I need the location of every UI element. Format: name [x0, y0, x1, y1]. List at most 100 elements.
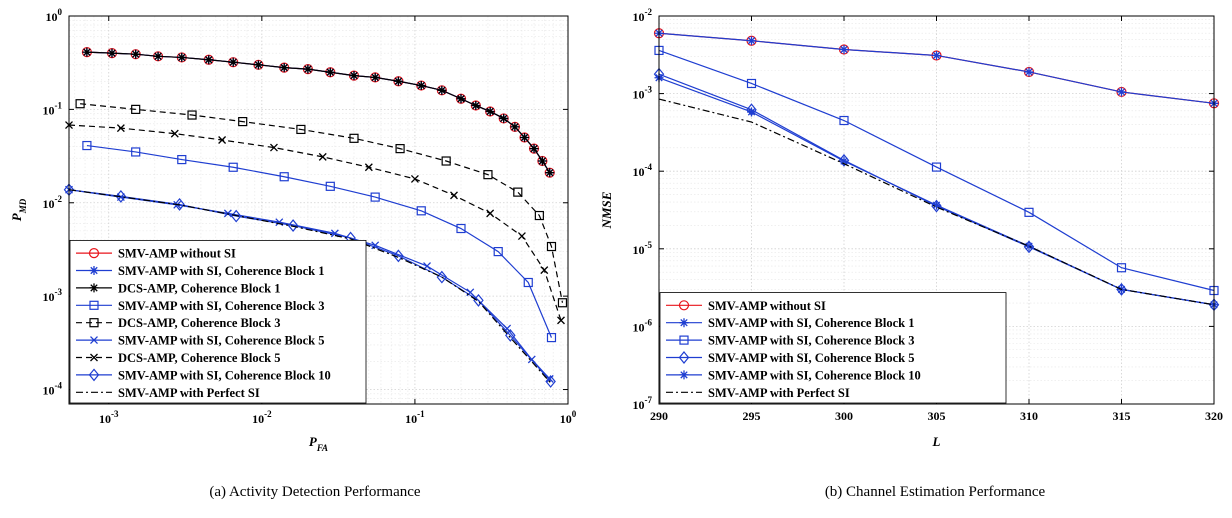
data-point-s7-4: [287, 219, 299, 233]
tick-label-base: 10: [405, 412, 417, 426]
legend-marker-0: [678, 300, 690, 311]
data-point-s2-5: [204, 55, 214, 65]
legend-label: SMV-AMP without SI: [118, 247, 236, 261]
legend-marker-4: [89, 318, 99, 328]
axis-label-main: P: [309, 434, 318, 449]
data-point-s3-2: [177, 154, 187, 165]
tick-label-exponent: -7: [645, 395, 653, 405]
data-point-s7-3: [230, 209, 242, 223]
data-point-s5-11: [545, 374, 554, 383]
legend-label: SMV-AMP with SI, Coherence Block 1: [708, 316, 914, 330]
tick-label-exponent: -2: [645, 7, 653, 17]
tick-label-base: 10: [560, 412, 572, 426]
data-point-s4-4: [1024, 241, 1034, 251]
x-tick-label: 10-2: [252, 409, 272, 426]
legend-marker-1: [679, 318, 689, 328]
axis-label-subscript: FA: [316, 443, 328, 453]
data-point-s2-0: [82, 47, 92, 57]
legend-label: SMV-AMP with SI, Coherence Block 10: [708, 368, 921, 382]
data-point-s4-1: [747, 107, 756, 117]
data-point-s2-18: [485, 106, 495, 116]
legend-marker-1: [89, 266, 99, 275]
legend-label: SMV-AMP with Perfect SI: [708, 386, 850, 400]
data-point-s6-4: [269, 143, 278, 152]
axis-label-main: P: [9, 212, 24, 221]
data-point-s2-4: [1024, 207, 1034, 217]
axis-label-main: NMSE: [599, 191, 614, 229]
x-tick-label: 295: [743, 409, 761, 423]
data-point-s6-10: [517, 232, 526, 241]
x-tick-label: 10-1: [405, 409, 425, 426]
series-group: [63, 47, 568, 388]
tick-label-exponent: 0: [58, 7, 63, 17]
tick-label-base: 10: [46, 10, 58, 24]
tick-label-exponent: -4: [645, 162, 653, 172]
data-point-s3-5: [325, 181, 335, 191]
data-point-s7-2: [174, 197, 185, 211]
data-point-s3-0: [82, 140, 92, 151]
legend-label: SMV-AMP with SI, Coherence Block 5: [708, 351, 914, 365]
series-line-3: [86, 144, 553, 338]
data-point-s6-2: [170, 129, 179, 138]
data-point-s3-3: [228, 162, 238, 172]
data-point-s2-17: [471, 101, 481, 111]
tick-label-exponent: -3: [645, 85, 653, 95]
legend-box: [659, 292, 1007, 404]
legend-label: SMV-AMP with SI, Coherence Block 1: [118, 264, 324, 278]
data-point-s7-8: [473, 293, 484, 307]
data-point-s4-7: [441, 156, 451, 166]
data-point-s6-12: [557, 316, 565, 325]
data-point-s4-1: [131, 104, 141, 114]
legend-label: SMV-AMP with SI, Coherence Block 10: [118, 368, 331, 382]
legend-marker-4: [679, 370, 689, 380]
data-point-s4-6: [395, 144, 405, 154]
figure-caption: (a) Activity Detection Performance: [209, 484, 421, 500]
tick-label-base: 10: [633, 165, 645, 179]
data-point-s2-5: [1116, 263, 1127, 273]
tick-label-exponent: -3: [55, 287, 63, 297]
legend-marker-3: [89, 300, 99, 310]
y-tick-label: 10-3: [633, 85, 653, 102]
legend-label: DCS-AMP, Coherence Block 3: [118, 316, 281, 330]
data-point-s1-5: [1117, 87, 1126, 97]
legend-marker-7: [88, 368, 100, 382]
data-point-s3-8: [456, 223, 466, 234]
data-point-s6-5: [318, 152, 327, 161]
legend-label: SMV-AMP with Perfect SI: [118, 386, 260, 400]
x-tick-label: 320: [1205, 409, 1223, 423]
series-line-8: [68, 189, 552, 384]
tick-label-base: 10: [252, 412, 264, 426]
tick-label-exponent: -6: [645, 317, 653, 327]
data-point-s2-1: [107, 48, 117, 58]
x-tick-label: 290: [650, 409, 668, 423]
data-point-s2-22: [529, 144, 539, 154]
data-point-s4-12: [557, 298, 568, 308]
tick-label-base: 10: [633, 243, 645, 257]
data-point-s2-4: [177, 52, 187, 62]
data-point-s2-11: [349, 71, 359, 81]
data-point-s1-3: [932, 50, 941, 60]
data-point-s3-1: [131, 147, 141, 157]
data-point-s4-2: [187, 110, 197, 120]
legend-marker-0: [88, 248, 100, 259]
data-point-s3-4: [279, 172, 289, 182]
data-point-s2-23: [537, 156, 547, 166]
legend-marker-3: [678, 351, 690, 364]
series-line-4: [80, 103, 564, 303]
data-point-s2-16: [456, 94, 466, 104]
tick-label-base: 10: [633, 88, 645, 102]
legend-box: [69, 239, 367, 404]
tick-label-exponent: -2: [264, 409, 272, 419]
axes-box: [68, 15, 569, 405]
x-axis-label: L: [932, 434, 941, 449]
y-tick-label: 10-1: [43, 100, 63, 117]
x-tick-label: 315: [1113, 409, 1131, 423]
data-point-s6-9: [486, 209, 495, 218]
data-point-s4-10: [534, 210, 544, 221]
x-axis-label: PFA: [309, 434, 328, 453]
series-line-2: [658, 49, 1215, 292]
legend-label: DCS-AMP, Coherence Block 1: [118, 281, 281, 295]
tick-label-base: 10: [43, 290, 55, 304]
data-point-s4-5: [349, 133, 359, 143]
